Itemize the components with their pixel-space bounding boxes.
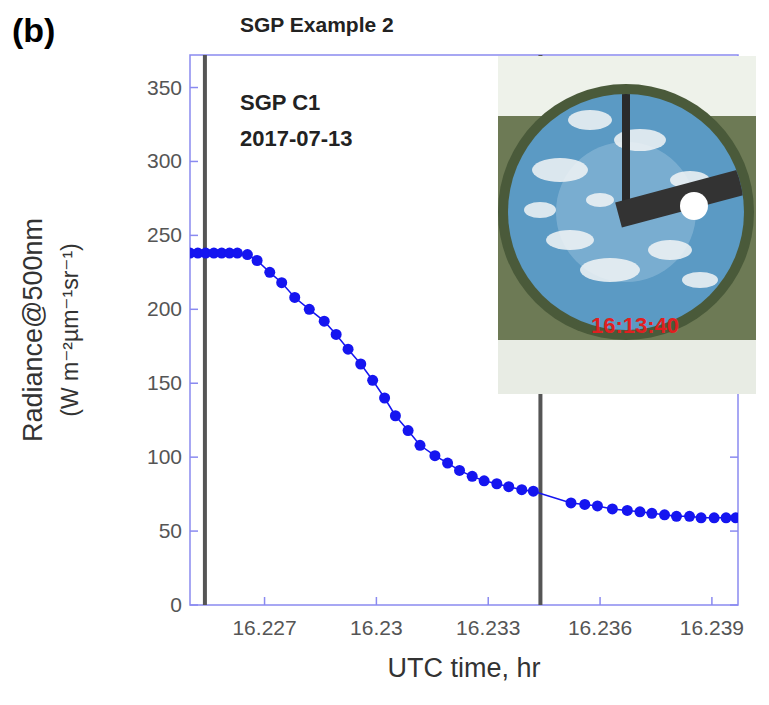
y-tick	[190, 161, 198, 163]
inset-time: 16:13:40	[591, 313, 679, 338]
chart: 0 50 100 150 200 250 300 350 16.227 16.23 16.233 16…	[0, 0, 769, 705]
data-point	[289, 292, 300, 303]
panel-label: (b)	[12, 11, 55, 49]
plot-frame	[190, 55, 738, 605]
annotation: SGP C1	[240, 90, 320, 115]
data-point	[467, 471, 478, 482]
data-point	[390, 410, 401, 421]
data-point	[503, 481, 514, 492]
y-tick-label: 350	[147, 76, 182, 99]
vertical-line	[203, 55, 207, 605]
data-point	[379, 393, 390, 404]
data-point	[659, 509, 670, 520]
x-tick	[711, 597, 713, 605]
y-tick	[190, 87, 198, 89]
data-point	[355, 359, 366, 370]
data-point	[276, 277, 287, 288]
data-point	[671, 511, 682, 522]
x-tick	[264, 597, 266, 605]
data-point	[491, 478, 502, 489]
title: SGP Example 2	[240, 13, 394, 36]
y-tick-label: 100	[147, 445, 182, 468]
data-point	[429, 450, 440, 461]
data-point	[232, 248, 243, 259]
data-point	[634, 506, 645, 517]
y-tick-label: 50	[159, 519, 182, 542]
data-point	[592, 500, 603, 511]
data-point	[565, 497, 576, 508]
x-tick	[487, 597, 489, 605]
y-axis-title: (W m⁻²µm⁻¹sr⁻¹)	[57, 243, 83, 417]
data-point	[721, 512, 732, 523]
data-point	[367, 375, 378, 386]
data-point	[646, 508, 657, 519]
data-point	[415, 440, 426, 451]
data-point	[403, 425, 414, 436]
y-tick-label: 300	[147, 149, 182, 172]
data-point	[579, 499, 590, 510]
x-tick-label: 16.227	[232, 616, 296, 639]
data-point	[319, 316, 330, 327]
data-point	[730, 512, 738, 523]
y-axis-title: Radiance@500nm	[18, 218, 48, 442]
x-axis-title: UTC time, hr	[387, 653, 540, 683]
y-tick-label: 150	[147, 371, 182, 394]
annotation: 2017-07-13	[240, 126, 353, 151]
y-tick-label: 0	[170, 593, 182, 616]
x-tick-label: 16.233	[456, 616, 520, 639]
inset-image	[498, 56, 767, 394]
y-tick	[190, 604, 198, 606]
data-point	[607, 503, 618, 514]
data-point	[331, 329, 342, 340]
data-point	[343, 344, 354, 355]
y-tick	[190, 530, 198, 532]
data-point	[442, 458, 453, 469]
y-tick-label: 250	[147, 223, 182, 246]
data-point	[696, 512, 707, 523]
y-tick	[730, 530, 738, 532]
x-tick-label: 16.23	[350, 616, 403, 639]
data-point	[709, 512, 720, 523]
x-tick	[599, 597, 601, 605]
data-point	[622, 505, 633, 516]
data-point	[304, 304, 315, 315]
data-point	[516, 484, 527, 495]
y-tick	[190, 456, 198, 458]
data-point	[252, 255, 263, 266]
y-tick	[730, 456, 738, 458]
x-tick	[376, 597, 378, 605]
data-point	[479, 475, 490, 486]
data-group	[190, 55, 738, 605]
data-point	[528, 486, 539, 497]
x-tick-label: 16.236	[568, 616, 632, 639]
y-tick	[190, 309, 198, 311]
data-point	[454, 465, 465, 476]
x-tick-label: 16.239	[680, 616, 744, 639]
data-point	[684, 511, 695, 522]
y-tick	[190, 235, 198, 237]
y-tick	[190, 382, 198, 384]
y-tick-label: 200	[147, 297, 182, 320]
data-point	[264, 267, 275, 278]
data-point	[242, 249, 253, 260]
y-tick	[730, 604, 738, 606]
